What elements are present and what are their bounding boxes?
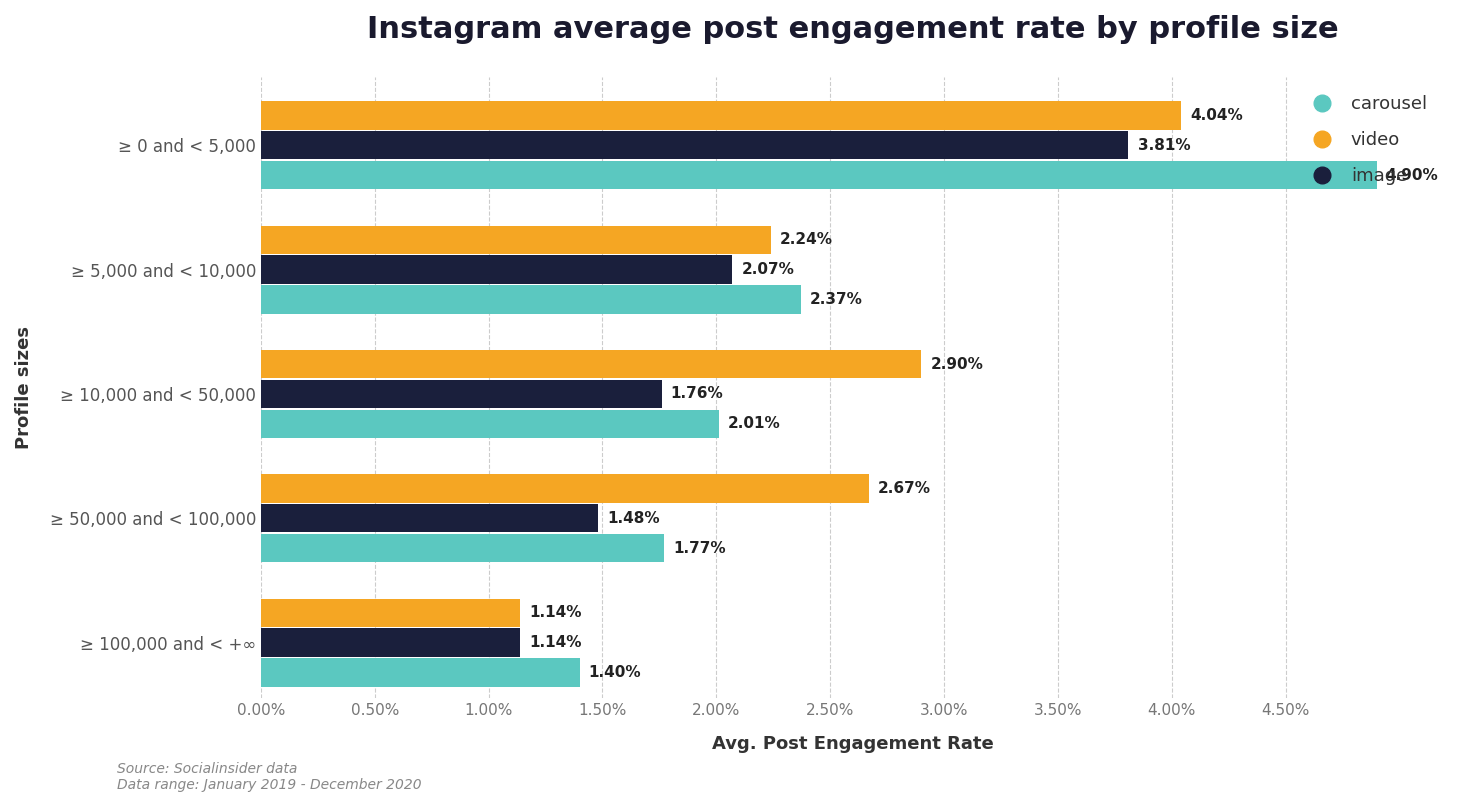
Bar [261,628,521,657]
Text: 2.01%: 2.01% [727,416,781,431]
Bar [261,658,580,686]
Bar [261,504,599,532]
Bar [261,102,1181,130]
Text: 2.07%: 2.07% [742,262,794,277]
Text: 1.77%: 1.77% [673,541,726,555]
Bar [261,161,1377,190]
Bar [261,226,771,254]
Legend: carousel, video, image: carousel, video, image [1295,86,1437,194]
Text: 2.24%: 2.24% [780,232,834,247]
Y-axis label: Profile sizes: Profile sizes [15,326,34,449]
Title: Instagram average post engagement rate by profile size: Instagram average post engagement rate b… [366,15,1339,44]
Text: 2.90%: 2.90% [930,357,983,371]
Text: Source: Socialinsider data
Data range: January 2019 - December 2020: Source: Socialinsider data Data range: J… [117,762,422,792]
Text: 3.81%: 3.81% [1137,138,1190,153]
Text: 2.37%: 2.37% [810,292,863,307]
Text: 4.04%: 4.04% [1190,108,1242,123]
Bar [261,410,718,438]
Bar [261,380,661,408]
Bar [261,131,1129,159]
Text: 2.67%: 2.67% [877,481,931,496]
Bar [261,534,664,562]
Bar [261,286,800,314]
Text: 1.40%: 1.40% [588,665,641,680]
X-axis label: Avg. Post Engagement Rate: Avg. Post Engagement Rate [712,735,994,753]
Text: 1.48%: 1.48% [607,510,660,526]
Text: 1.76%: 1.76% [670,386,724,402]
Bar [261,598,521,627]
Bar [261,255,733,284]
Text: 4.90%: 4.90% [1386,167,1438,182]
Bar [261,474,869,502]
Text: 1.14%: 1.14% [530,605,583,620]
Text: 1.14%: 1.14% [530,635,583,650]
Bar [261,350,921,378]
